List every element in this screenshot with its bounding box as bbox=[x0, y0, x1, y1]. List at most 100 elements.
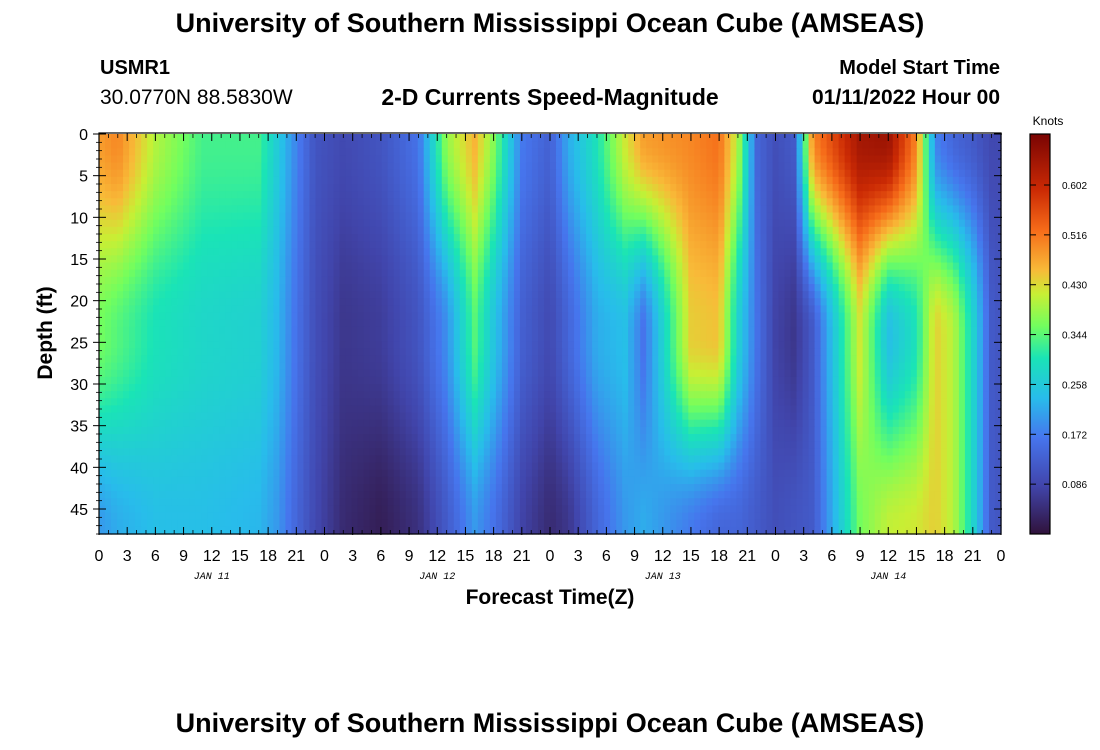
heatmap-cell bbox=[255, 369, 262, 378]
heatmap-cell bbox=[730, 269, 738, 278]
heatmap-cell bbox=[694, 348, 701, 357]
heatmap-cell bbox=[195, 191, 202, 199]
heatmap-cell bbox=[465, 212, 473, 221]
heatmap-cell bbox=[153, 255, 160, 264]
heatmap-cell bbox=[916, 134, 924, 142]
heatmap-cell bbox=[189, 334, 196, 342]
heatmap-cell bbox=[399, 276, 407, 285]
heatmap-cell bbox=[291, 341, 299, 349]
heatmap-cell bbox=[399, 176, 407, 185]
heatmap-cell bbox=[303, 176, 311, 185]
heatmap-cell bbox=[958, 305, 966, 314]
heatmap-cell bbox=[616, 312, 623, 321]
heatmap-cell bbox=[183, 291, 190, 299]
heatmap-cell bbox=[640, 155, 647, 164]
heatmap-cell bbox=[423, 291, 431, 299]
heatmap-cell bbox=[670, 276, 677, 285]
heatmap-cell bbox=[303, 148, 311, 157]
heatmap-cell bbox=[387, 291, 395, 299]
heatmap-cell bbox=[459, 169, 467, 178]
heatmap-cell bbox=[778, 305, 786, 314]
heatmap-cell bbox=[99, 134, 106, 142]
heatmap-cell bbox=[700, 205, 707, 214]
heatmap-cell bbox=[880, 262, 888, 271]
heatmap-cell bbox=[754, 334, 762, 342]
heatmap-cell bbox=[910, 212, 918, 221]
heatmap-cell bbox=[754, 319, 762, 328]
heatmap-cell bbox=[393, 212, 401, 221]
heatmap-cell bbox=[652, 248, 659, 257]
heatmap-cell bbox=[808, 255, 816, 264]
heatmap-cell bbox=[501, 319, 509, 328]
heatmap-cell bbox=[772, 262, 780, 271]
heatmap-cell bbox=[784, 334, 792, 342]
heatmap-cell bbox=[676, 284, 683, 292]
heatmap-cell bbox=[315, 162, 323, 171]
heatmap-cell bbox=[465, 326, 473, 335]
heatmap-cell bbox=[135, 255, 142, 264]
heatmap-cell bbox=[435, 191, 443, 199]
heatmap-cell bbox=[513, 248, 521, 257]
heatmap-cell bbox=[369, 334, 377, 342]
heatmap-cell bbox=[243, 162, 250, 171]
heatmap-cell bbox=[225, 348, 232, 357]
heatmap-cell bbox=[844, 355, 852, 364]
heatmap-cell bbox=[261, 255, 268, 264]
heatmap-cell bbox=[940, 191, 948, 199]
heatmap-cell bbox=[856, 269, 864, 278]
heatmap-cell bbox=[321, 284, 329, 292]
heatmap-cell bbox=[568, 255, 575, 264]
heatmap-cell bbox=[201, 212, 208, 221]
heatmap-cell bbox=[802, 269, 810, 278]
heatmap-cell bbox=[261, 276, 268, 285]
heatmap-cell bbox=[820, 255, 828, 264]
heatmap-cell bbox=[556, 241, 563, 249]
heatmap-cell bbox=[994, 269, 1002, 278]
heatmap-cell bbox=[700, 169, 707, 178]
heatmap-cell bbox=[261, 284, 268, 292]
heatmap-cell bbox=[964, 334, 972, 342]
heatmap-cell bbox=[640, 198, 647, 207]
heatmap-cell bbox=[892, 234, 900, 242]
heatmap-cell bbox=[856, 198, 864, 207]
heatmap-cell bbox=[910, 155, 918, 164]
heatmap-cell bbox=[598, 191, 605, 199]
heatmap-cell bbox=[153, 169, 160, 178]
heatmap-cell bbox=[958, 226, 966, 235]
heatmap-cell bbox=[135, 198, 142, 207]
heatmap-cell bbox=[604, 248, 611, 257]
heatmap-cell bbox=[243, 248, 250, 257]
heatmap-cell bbox=[808, 334, 816, 342]
heatmap-cell bbox=[105, 241, 112, 249]
heatmap-cell bbox=[772, 355, 780, 364]
heatmap-cell bbox=[838, 348, 846, 357]
heatmap-cell bbox=[267, 155, 274, 164]
heatmap-cell bbox=[634, 155, 641, 164]
heatmap-cell bbox=[117, 155, 124, 164]
heatmap-cell bbox=[297, 184, 305, 192]
heatmap-cell bbox=[369, 312, 377, 321]
heatmap-cell bbox=[580, 155, 587, 164]
heatmap-cell bbox=[477, 226, 485, 235]
heatmap-cell bbox=[592, 284, 599, 292]
heatmap-cell bbox=[201, 326, 208, 335]
heatmap-cell bbox=[820, 269, 828, 278]
heatmap-cell bbox=[219, 369, 226, 378]
heatmap-cell bbox=[531, 348, 539, 357]
heatmap-cell bbox=[688, 284, 695, 292]
heatmap-cell bbox=[766, 205, 774, 214]
heatmap-cell bbox=[838, 305, 846, 314]
heatmap-cell bbox=[694, 234, 701, 242]
heatmap-cell bbox=[141, 155, 148, 164]
heatmap-cell bbox=[934, 269, 942, 278]
heatmap-cell bbox=[844, 141, 852, 149]
heatmap-cell bbox=[315, 284, 323, 292]
heatmap-cell bbox=[471, 291, 479, 299]
heatmap-cell bbox=[111, 169, 118, 178]
heatmap-cell bbox=[483, 291, 491, 299]
heatmap-cell bbox=[802, 319, 810, 328]
heatmap-cell bbox=[495, 134, 503, 142]
heatmap-cell bbox=[147, 326, 154, 335]
heatmap-cell bbox=[598, 176, 605, 185]
heatmap-cell bbox=[658, 241, 665, 249]
